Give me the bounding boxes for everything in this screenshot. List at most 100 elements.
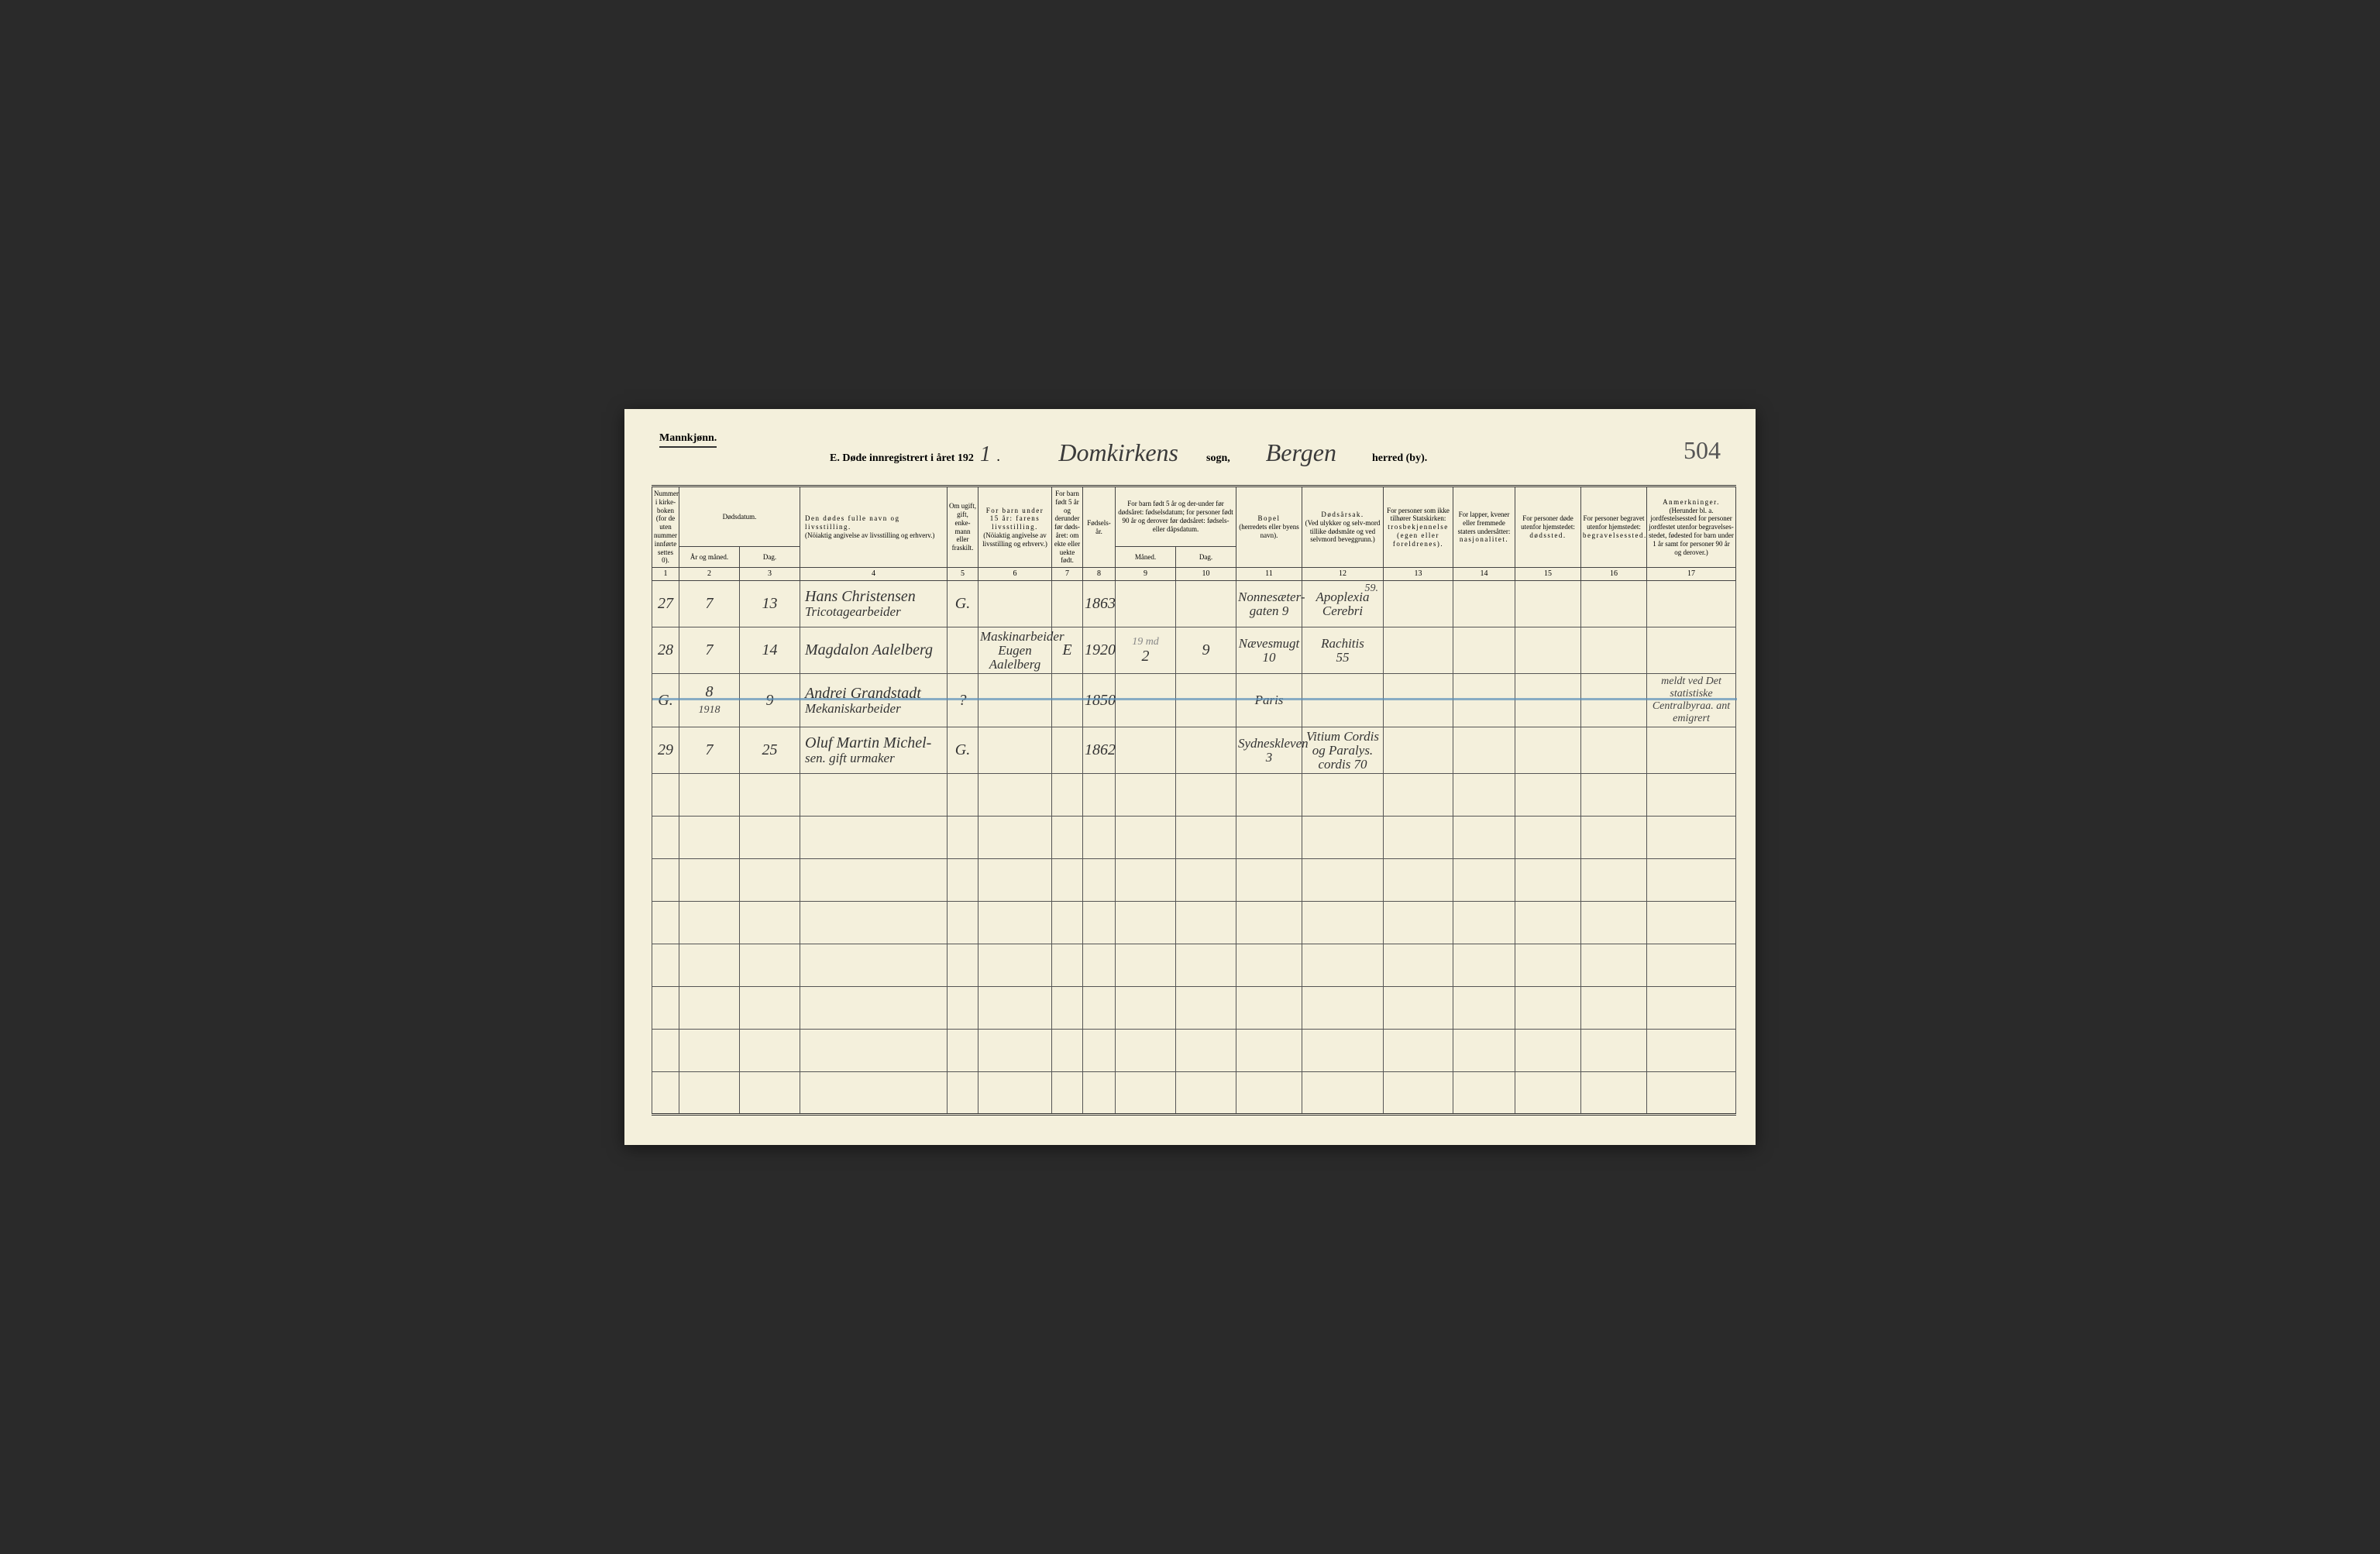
cell-empty bbox=[1515, 774, 1581, 817]
cell-empty bbox=[679, 902, 740, 944]
cell-month2 bbox=[1116, 727, 1176, 774]
cell-name: Oluf Martin Michel-sen. gift urmaker bbox=[800, 727, 948, 774]
cell-empty bbox=[978, 987, 1052, 1030]
col-header-9b: Dag. bbox=[1176, 547, 1236, 568]
cell-empty bbox=[1176, 987, 1236, 1030]
col6-line2: (Nöiaktig angivelse av livsstilling og e… bbox=[982, 531, 1047, 548]
cell-empty bbox=[800, 987, 948, 1030]
cell-remark: meldt ved Det statistiske Centralbyraa. … bbox=[1647, 674, 1736, 727]
col-header-2b: Dag. bbox=[740, 547, 800, 568]
col12-line2: (Ved ulykker og selv-mord tillike dødsmå… bbox=[1305, 519, 1381, 544]
col-header-12: Dødsårsak. (Ved ulykker og selv-mord til… bbox=[1302, 486, 1384, 568]
colnum-11: 11 bbox=[1236, 568, 1302, 581]
cell-empty bbox=[1581, 1072, 1647, 1115]
cell-empty bbox=[1176, 944, 1236, 987]
cell-empty bbox=[652, 817, 679, 859]
cell-empty bbox=[652, 1072, 679, 1115]
cell-month: 7 bbox=[679, 627, 740, 674]
cell-empty bbox=[948, 774, 978, 817]
table-row: 27713Hans ChristensenTricotagearbeiderG.… bbox=[652, 581, 1736, 627]
cell-month2 bbox=[1116, 581, 1176, 627]
colnum-8: 8 bbox=[1083, 568, 1116, 581]
col14-line1: For lapper, kvener eller fremmede stater… bbox=[1458, 511, 1511, 535]
cell-empty bbox=[1581, 944, 1647, 987]
cell-empty bbox=[1176, 1072, 1236, 1115]
cell-parent bbox=[978, 581, 1052, 627]
cell-cause bbox=[1302, 674, 1384, 727]
cell-empty bbox=[1515, 1030, 1581, 1072]
cell-empty bbox=[1302, 944, 1384, 987]
col11-line1: Bopel bbox=[1258, 514, 1281, 522]
cell-birth: 1862 bbox=[1083, 727, 1116, 774]
cell-empty bbox=[1236, 774, 1302, 817]
cell-empty bbox=[978, 1030, 1052, 1072]
table-body: 27713Hans ChristensenTricotagearbeiderG.… bbox=[652, 581, 1736, 1115]
cell-empty bbox=[1236, 987, 1302, 1030]
colnum-12: 12 bbox=[1302, 568, 1384, 581]
cell-num: 28 bbox=[652, 627, 679, 674]
colnum-4: 4 bbox=[800, 568, 948, 581]
col-header-1: Nummer i kirke-boken (for de uten nummer… bbox=[652, 486, 679, 568]
cell-empty bbox=[1647, 902, 1736, 944]
gender-label: Mannkjønn. bbox=[659, 432, 717, 448]
cell-empty bbox=[740, 817, 800, 859]
cell-empty bbox=[1581, 902, 1647, 944]
cell-empty bbox=[1515, 902, 1581, 944]
cell-church bbox=[1384, 674, 1453, 727]
cell-empty bbox=[740, 902, 800, 944]
herred-handwritten: Bergen bbox=[1266, 438, 1336, 467]
cell-empty bbox=[800, 1072, 948, 1115]
cell-empty bbox=[948, 1030, 978, 1072]
cell-empty bbox=[1581, 987, 1647, 1030]
cell-num: G. bbox=[652, 674, 679, 727]
col-header-7: For barn født 5 år og derunder før døds-… bbox=[1052, 486, 1083, 568]
cell-deathplace bbox=[1515, 727, 1581, 774]
cell-day: 25 bbox=[740, 727, 800, 774]
cell-empty bbox=[679, 987, 740, 1030]
cell-empty bbox=[1384, 1072, 1453, 1115]
cell-empty bbox=[679, 1072, 740, 1115]
cell-empty bbox=[740, 1072, 800, 1115]
cell-empty bbox=[1176, 902, 1236, 944]
col-header-13: For personer som ikke tilhører Statskirk… bbox=[1384, 486, 1453, 568]
cell-empty bbox=[1453, 1072, 1515, 1115]
cell-empty bbox=[1453, 859, 1515, 902]
sogn-label: sogn, bbox=[1206, 452, 1230, 465]
table-row-empty bbox=[652, 987, 1736, 1030]
cell-empty bbox=[1384, 859, 1453, 902]
col-header-15: For personer døde utenfor hjemstedet: dø… bbox=[1515, 486, 1581, 568]
cell-birth: 1850 bbox=[1083, 674, 1116, 727]
col4-line1: Den dødes fulle navn og livsstilling. bbox=[805, 514, 899, 531]
cell-empty bbox=[652, 944, 679, 987]
cell-empty bbox=[1116, 987, 1176, 1030]
cell-empty bbox=[1116, 1030, 1176, 1072]
cell-burial bbox=[1581, 627, 1647, 674]
ledger-page: Mannkjønn. E. Døde innregistrert i året … bbox=[624, 409, 1756, 1145]
colnum-9: 9 bbox=[1116, 568, 1176, 581]
cell-empty bbox=[740, 774, 800, 817]
col-header-17: Anmerkninger. (Herunder bl. a. jordfeste… bbox=[1647, 486, 1736, 568]
cell-empty bbox=[978, 944, 1052, 987]
cell-name: Magdalon Aalelberg bbox=[800, 627, 948, 674]
cell-empty bbox=[652, 1030, 679, 1072]
cell-status: ? bbox=[948, 674, 978, 727]
cell-nation bbox=[1453, 727, 1515, 774]
cell-day: 13 bbox=[740, 581, 800, 627]
cell-empty bbox=[978, 1072, 1052, 1115]
cell-empty bbox=[1384, 817, 1453, 859]
cell-empty bbox=[948, 902, 978, 944]
cell-empty bbox=[1581, 774, 1647, 817]
cell-burial bbox=[1581, 674, 1647, 727]
cell-empty bbox=[1302, 774, 1384, 817]
cell-empty bbox=[1052, 774, 1083, 817]
col-header-9a: Måned. bbox=[1116, 547, 1176, 568]
cell-deathplace bbox=[1515, 674, 1581, 727]
cell-empty bbox=[1052, 817, 1083, 859]
cell-empty bbox=[800, 859, 948, 902]
cell-empty bbox=[679, 859, 740, 902]
herred-label: herred (by). bbox=[1372, 452, 1427, 465]
table-row-empty bbox=[652, 944, 1736, 987]
col13-line1: For personer som ikke tilhører Statskirk… bbox=[1387, 507, 1450, 523]
cell-empty bbox=[800, 1030, 948, 1072]
cell-empty bbox=[1052, 987, 1083, 1030]
